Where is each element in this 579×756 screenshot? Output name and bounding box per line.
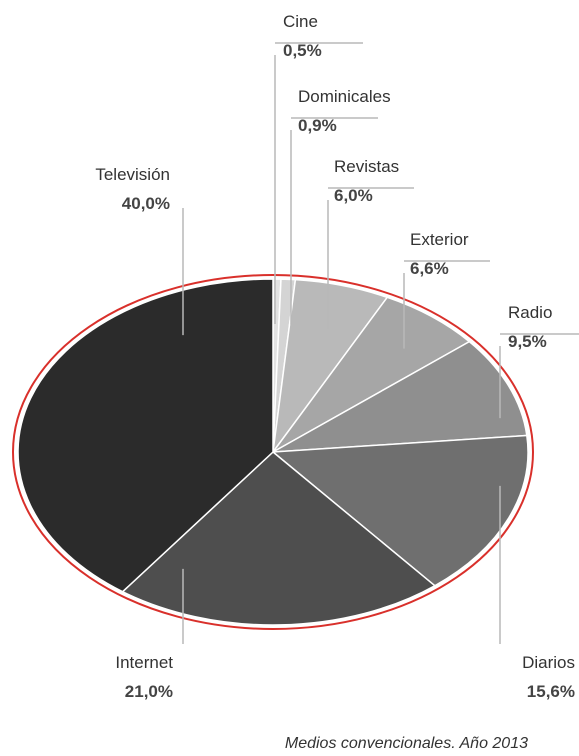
pie-slice-diarios xyxy=(271,434,529,587)
slice-value-cine: 0,5% xyxy=(283,41,322,60)
slice-label-televisi-n: Televisión xyxy=(95,165,170,184)
pie-slices xyxy=(17,278,529,626)
slice-label-diarios: Diarios xyxy=(522,653,575,672)
slice-value-radio: 9,5% xyxy=(508,332,547,351)
slice-value-dominicales: 0,9% xyxy=(298,116,337,135)
leader-lines xyxy=(182,42,579,644)
slice-value-televisi-n: 40,0% xyxy=(122,194,170,213)
slice-labels: Cine 0,5% Dominicales 0,9% Revistas 6,0% Exter… xyxy=(95,12,575,701)
slice-label-exterior: Exterior xyxy=(410,230,469,249)
chart-caption: Medios convencionales. Año 2013 xyxy=(285,735,528,752)
slice-label-radio: Radio xyxy=(508,303,552,322)
pie-slice-internet xyxy=(121,451,437,626)
slice-value-internet: 21,0% xyxy=(125,682,173,701)
slice-label-internet: Internet xyxy=(115,653,173,672)
pie-slice-televisi-n xyxy=(17,278,274,593)
slice-value-diarios: 15,6% xyxy=(527,682,575,701)
pie-slice-radio xyxy=(272,340,528,453)
slice-label-dominicales: Dominicales xyxy=(298,87,391,106)
pie-outline xyxy=(12,274,534,630)
slice-value-exterior: 6,6% xyxy=(410,259,449,278)
slice-value-revistas: 6,0% xyxy=(334,186,373,205)
slice-label-cine: Cine xyxy=(283,12,318,31)
slice-label-revistas: Revistas xyxy=(334,157,399,176)
